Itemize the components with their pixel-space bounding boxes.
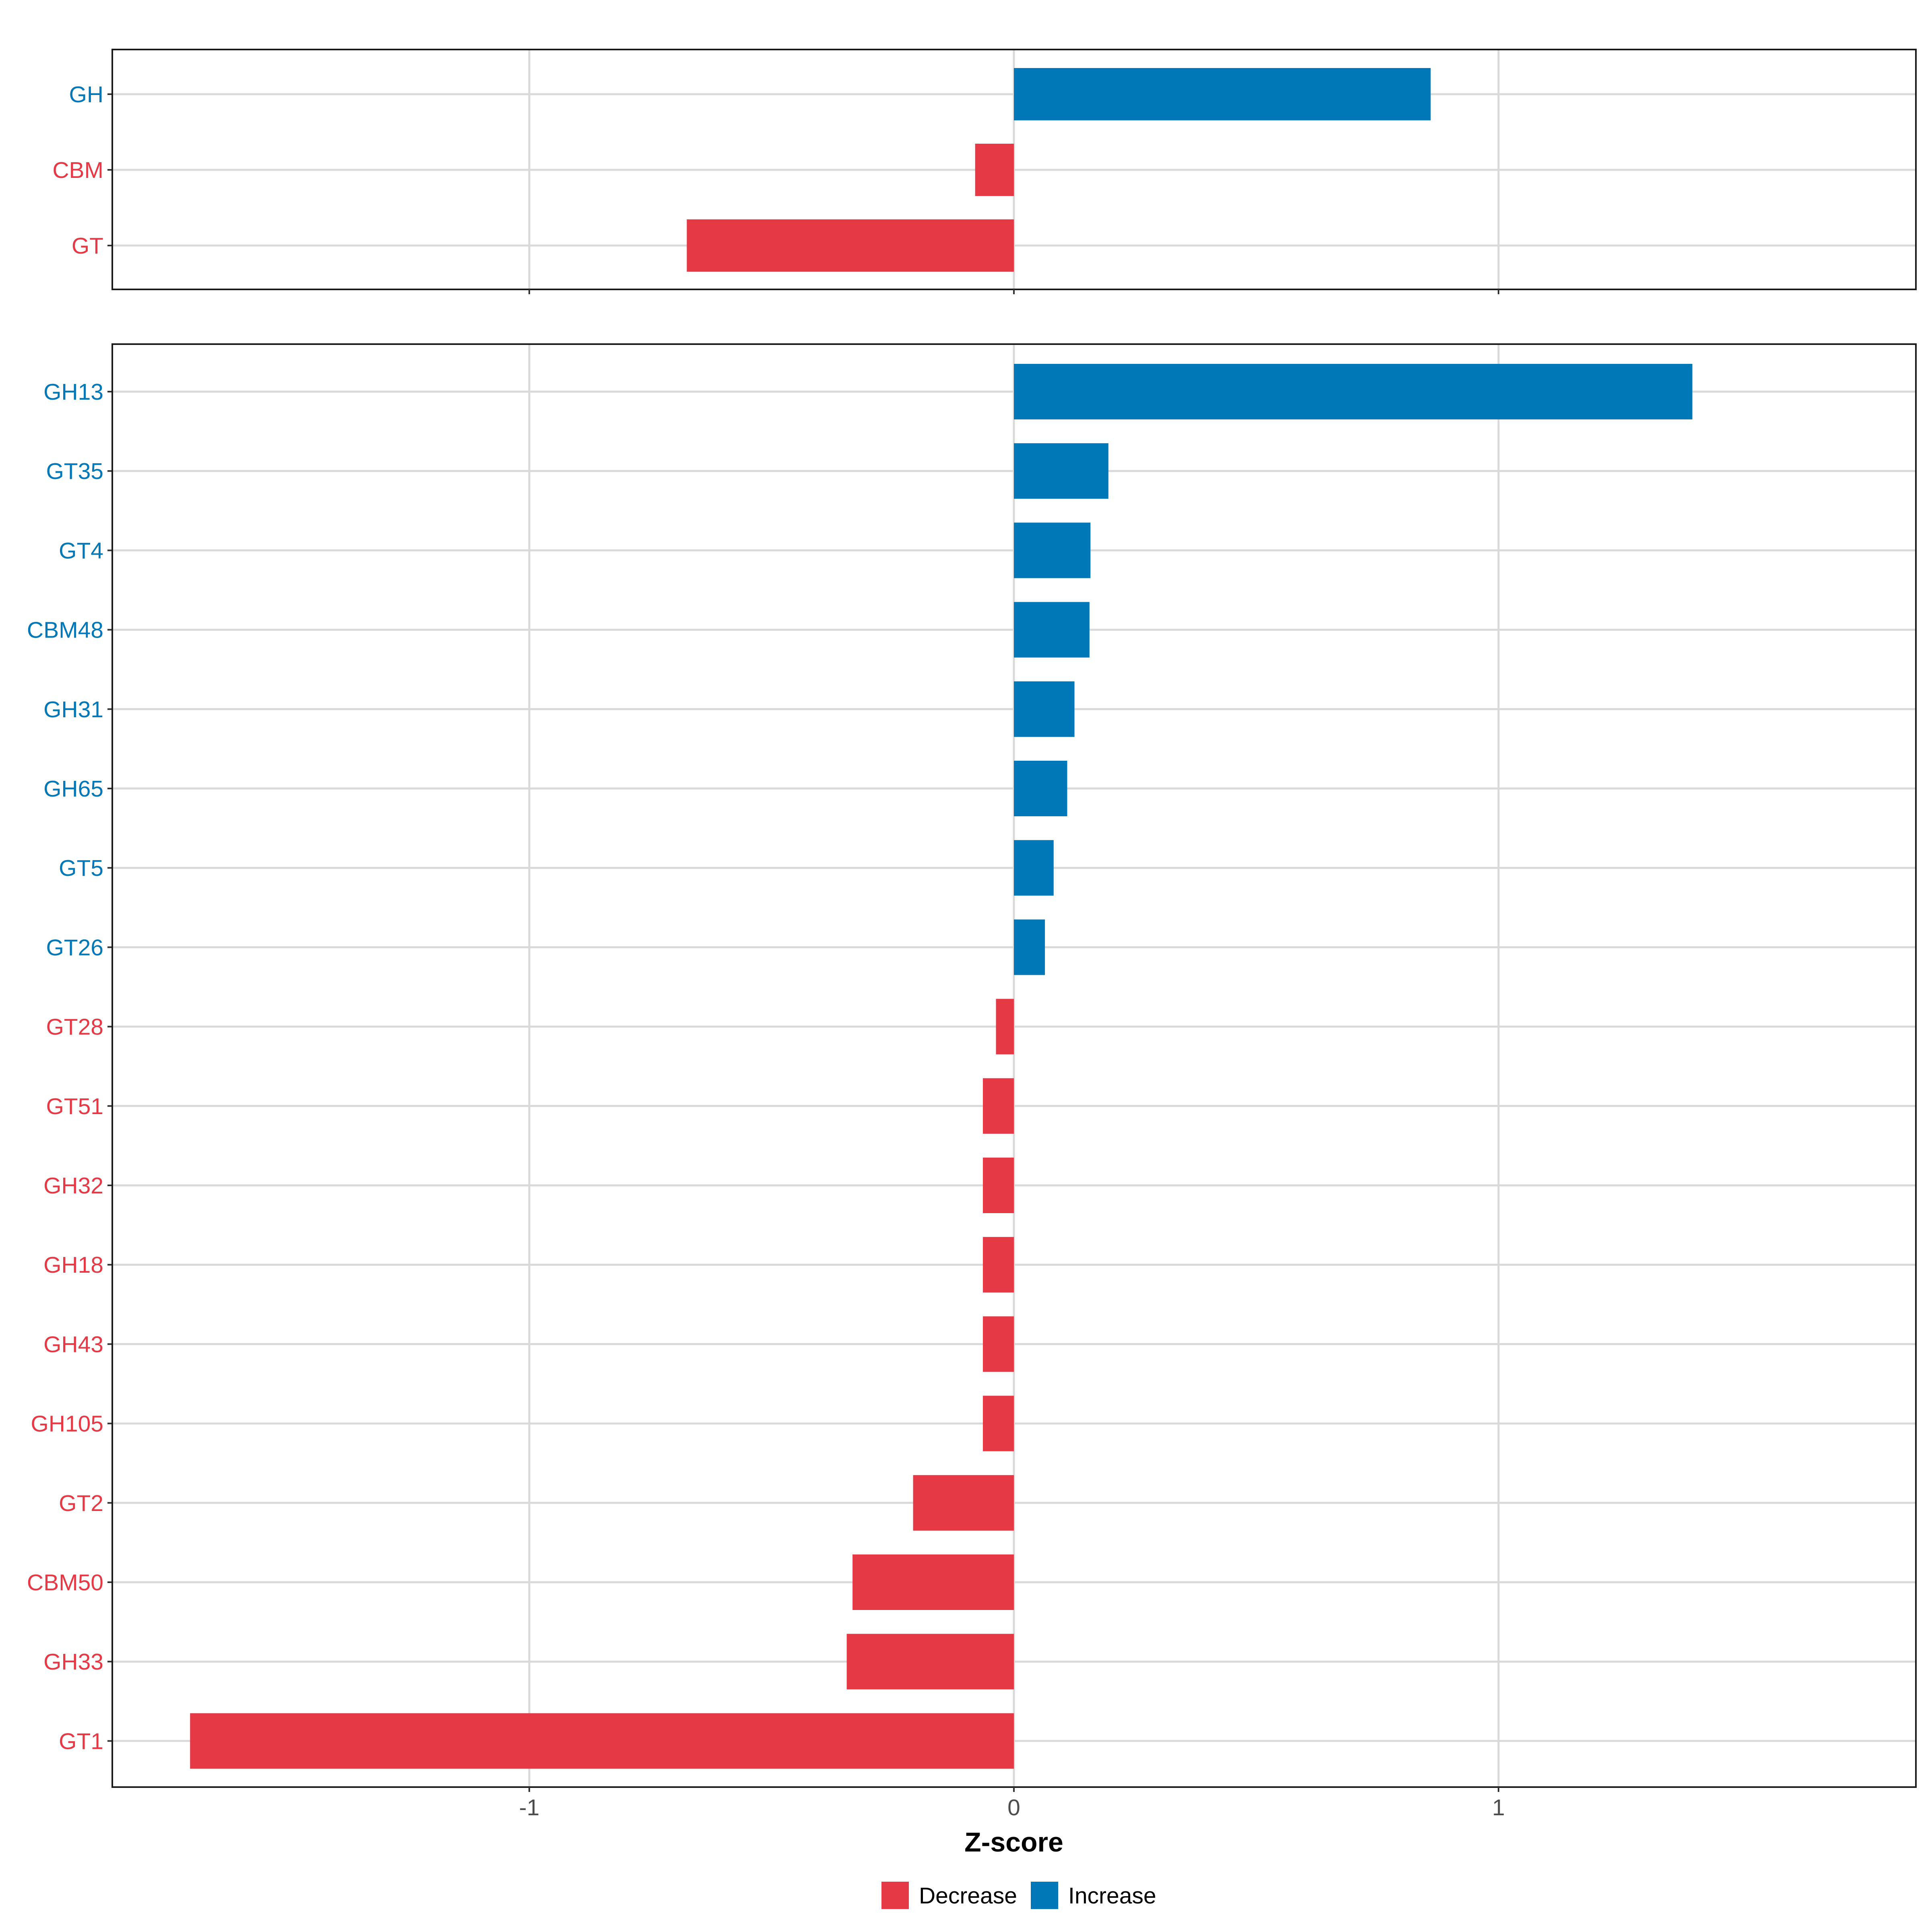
- y-label-cbm50: CBM50: [27, 1570, 103, 1596]
- y-label-cbm48: CBM48: [27, 617, 103, 643]
- legend: Decrease Increase: [881, 1882, 1156, 1909]
- legend-swatch-increase: [1031, 1882, 1058, 1909]
- bar-gt35: [1014, 443, 1108, 499]
- bar-gt2: [913, 1475, 1014, 1531]
- legend-label-increase: Increase: [1068, 1883, 1156, 1909]
- bar-gt5: [1014, 840, 1054, 896]
- bar-gh: [1014, 68, 1431, 120]
- bar-gt28: [996, 999, 1014, 1055]
- x-tick-label: 1: [1492, 1795, 1505, 1821]
- y-label-gt5: GT5: [59, 855, 103, 881]
- bar-cbm48: [1014, 602, 1090, 658]
- bar-cbm: [975, 144, 1014, 196]
- legend-swatch-decrease: [881, 1882, 909, 1909]
- y-label-gh33: GH33: [43, 1649, 103, 1675]
- bar-gh32: [983, 1158, 1014, 1213]
- y-label-gh31: GH31: [43, 697, 103, 722]
- y-label-gt35: GT35: [46, 458, 103, 484]
- x-axis: -1 0 1: [519, 1795, 1505, 1821]
- y-label-gt26: GT26: [46, 935, 103, 960]
- y-label-gt: GT: [72, 233, 103, 259]
- bar-gh13: [1014, 364, 1693, 419]
- y-label-gt28: GT28: [46, 1014, 103, 1040]
- y-label-gt4: GT4: [59, 538, 103, 564]
- y-label-gh13: GH13: [43, 379, 103, 405]
- bar-gt51: [983, 1078, 1014, 1134]
- y-label-gh105: GH105: [31, 1411, 103, 1437]
- y-label-gh32: GH32: [43, 1173, 103, 1199]
- x-tick-label: 0: [1007, 1795, 1020, 1821]
- panel-class: GH CBM GT: [52, 49, 1917, 294]
- x-tick-label: -1: [519, 1795, 540, 1821]
- bar-gh18: [983, 1237, 1014, 1293]
- y-label-gt51: GT51: [46, 1094, 103, 1119]
- legend-label-decrease: Decrease: [919, 1883, 1017, 1909]
- bar-gh43: [983, 1316, 1014, 1372]
- bar-gt26: [1014, 919, 1045, 975]
- y-label-gt2: GT2: [59, 1490, 103, 1516]
- y-label-gt1: GT1: [59, 1728, 103, 1754]
- bar-gt4: [1014, 522, 1091, 578]
- y-label-gh18: GH18: [43, 1252, 103, 1278]
- y-label-cbm: CBM: [52, 157, 103, 183]
- y-label-gh: GH: [69, 82, 104, 107]
- y-label-gh43: GH43: [43, 1331, 103, 1357]
- y-label-gh65: GH65: [43, 776, 103, 802]
- panel-family: GH13 GT35 GT4 CBM48 GH31 GH65 GT5 GT26 GT28 GT51 G…: [27, 343, 1917, 1792]
- bar-gt1: [190, 1713, 1014, 1769]
- bar-gt: [687, 219, 1014, 272]
- bar-gh105: [983, 1395, 1014, 1451]
- bar-gh33: [846, 1634, 1014, 1690]
- bar-gh31: [1014, 681, 1075, 737]
- x-axis-title: Z-score: [964, 1827, 1063, 1858]
- bar-cbm50: [852, 1554, 1014, 1610]
- bar-gh65: [1014, 761, 1067, 816]
